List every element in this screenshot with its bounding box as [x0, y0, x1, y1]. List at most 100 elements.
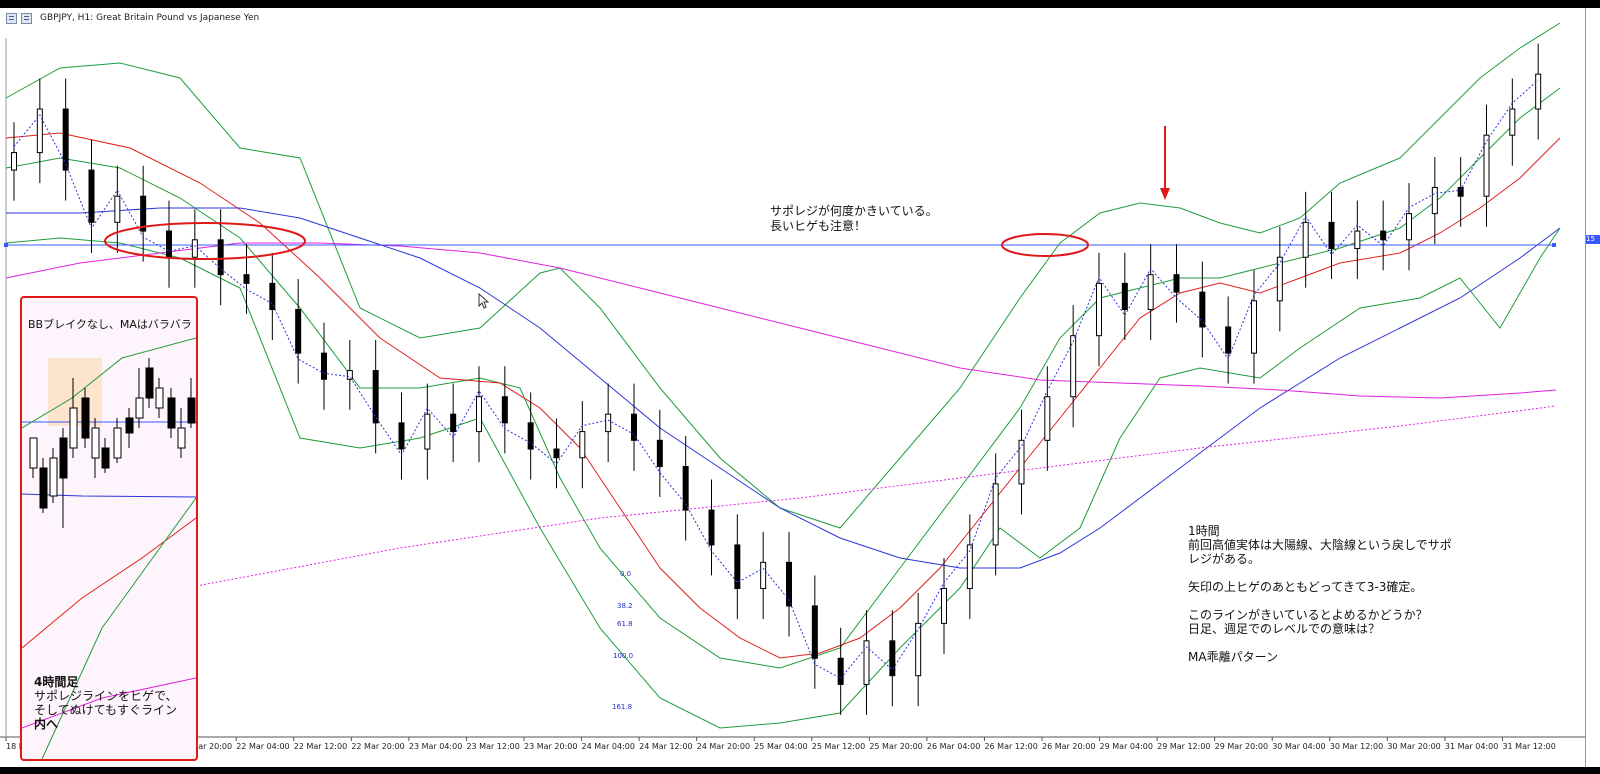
chart-window-icon[interactable]: [6, 12, 17, 24]
candle-body: [1380, 230, 1387, 241]
time-axis-tick-label: 24 Mar 04:00: [582, 742, 635, 751]
candle-body: [217, 239, 224, 276]
candle-body: [398, 422, 405, 450]
inset-candle-body: [187, 397, 196, 424]
h4-inset-panel: BBブレイクなし、MAはバラバラ 4時間足 サポレジラインをヒゲで、 そしてぬけ…: [20, 296, 198, 761]
candle-body: [708, 509, 715, 546]
bollinger-middle-line: [5, 87, 1561, 669]
candle-body: [424, 413, 431, 450]
time-axis-tick-label: 26 Mar 04:00: [927, 742, 980, 751]
inset-note-line-4: 内へ: [34, 717, 59, 731]
time-axis-tick-label: 25 Mar 20:00: [869, 742, 922, 751]
inset-candle-body: [155, 387, 164, 409]
fib-label-38: 38.2: [617, 602, 633, 610]
chart-properties-icon[interactable]: [21, 12, 32, 24]
candle-body: [1509, 108, 1516, 136]
inset-label: BBブレイクなし、MAはバラバラ: [28, 318, 192, 331]
time-axis-tick-label: 22 Mar 04:00: [236, 742, 289, 751]
candle-body: [1199, 291, 1206, 328]
inset-candle-body: [39, 467, 48, 509]
time-axis-tick-label: 26 Mar 12:00: [984, 742, 1037, 751]
inset-candle-body: [69, 407, 78, 449]
time-axis-tick-label: 22 Mar 20:00: [351, 742, 404, 751]
sr-annotation-line-2: 長いヒゲも注意！: [770, 219, 867, 233]
analysis-note-line-2: 前回高値実体は大陽線、大陰線という戻しでサポ: [1188, 538, 1452, 552]
moving-average-red: [5, 132, 1561, 659]
analysis-note: 1時間 前回高値実体は大陽線、大陰線という戻しでサポ レジがある。 矢印の上ヒゲ…: [1188, 524, 1488, 664]
candle-body: [346, 370, 353, 380]
candle-body: [372, 370, 379, 424]
time-axis-tick-label: 29 Mar 12:00: [1157, 742, 1210, 751]
analysis-note-line-4: 矢印の上ヒゲのあともどってきて3-3確定。: [1188, 580, 1423, 594]
chart-window[interactable]: 18 Mar 202419 Mar 04:0019 Mar 12:0019 Ma…: [0, 8, 1600, 767]
inset-note-line-3: そしてぬけてもすぐライン: [34, 703, 178, 717]
candle-body: [527, 422, 534, 450]
time-axis-tick-label: 30 Mar 12:00: [1330, 742, 1383, 751]
fib-label-61: 61.8: [617, 620, 633, 628]
candle-body: [682, 465, 689, 511]
candle-body: [837, 657, 844, 685]
candle-body: [140, 195, 147, 232]
candle-body: [11, 152, 17, 171]
inset-candle-body: [91, 427, 100, 459]
candle-body: [295, 309, 302, 354]
analysis-note-line-5: このラインがきいているとよめるかどうか？: [1188, 608, 1428, 622]
candle-body: [62, 108, 69, 171]
bollinger-upper-line: [5, 22, 1561, 529]
price-chart[interactable]: 18 Mar 202419 Mar 04:0019 Mar 12:0019 Ma…: [0, 8, 1600, 767]
sr-annotation-line-1: サポレジが何度かきいている。: [770, 204, 938, 218]
time-axis-tick-label: 23 Mar 20:00: [524, 742, 577, 751]
candle-body: [889, 640, 896, 677]
candle-body: [1251, 300, 1257, 354]
candle-body: [476, 396, 482, 433]
highlight-ellipse-left: [104, 222, 306, 260]
moving-average-magenta: [5, 242, 1557, 399]
candle-body: [863, 640, 870, 685]
candle-body: [1018, 439, 1025, 485]
candle-body: [1276, 256, 1283, 302]
inset-candle-body: [101, 447, 110, 469]
time-axis-tick-label: 24 Mar 20:00: [697, 742, 750, 751]
signal-dashed-line: [13, 79, 1539, 680]
inset-candle-body: [177, 427, 186, 449]
analysis-note-line-3: レジがある。: [1188, 552, 1261, 566]
candle-body: [1406, 213, 1412, 241]
candle-body: [166, 230, 172, 258]
candle-body: [631, 413, 637, 441]
candle-body: [1535, 73, 1542, 110]
time-axis-tick-label: 30 Mar 20:00: [1387, 742, 1440, 751]
candle-body: [1483, 134, 1490, 197]
candle-body: [1225, 326, 1232, 354]
candle-body: [269, 282, 276, 311]
bollinger-lower-line: [5, 227, 1561, 729]
candle-body: [321, 352, 327, 380]
candle-body: [966, 544, 973, 590]
analysis-note-line-1: 1時間: [1188, 524, 1220, 538]
horizontal-level-price-tag: 15: [1586, 235, 1600, 244]
candle-body: [734, 544, 741, 590]
analysis-note-line-6: 日足、週足でのレベルでの意味は？: [1188, 622, 1381, 636]
price-scale[interactable]: [1585, 8, 1600, 767]
candle-body: [941, 588, 947, 624]
inset-ma-red: [22, 517, 196, 649]
time-axis-tick-label: 29 Mar 20:00: [1215, 742, 1268, 751]
highlight-ellipse-right: [1001, 233, 1089, 257]
h4-inset-chart: [22, 337, 196, 759]
candle-body: [656, 439, 663, 467]
candle-body: [1457, 186, 1464, 197]
candle-body: [1328, 221, 1335, 250]
candle-body: [579, 431, 586, 459]
candle-body: [1302, 221, 1309, 258]
inset-note-line-2: サポレジラインをヒゲで、: [34, 689, 178, 703]
red-arrow-head: [1160, 188, 1170, 200]
candle-body: [88, 169, 95, 223]
time-axis-tick-label: 25 Mar 12:00: [812, 742, 865, 751]
chart-title: GBPJPY, H1: Great Britain Pound vs Japan…: [40, 13, 260, 23]
inset-bollinger-upper: [22, 337, 196, 429]
fib-label-161: 161.8: [612, 703, 633, 711]
fib-label-100: 100.0: [613, 652, 634, 660]
time-axis-tick-label: 24 Mar 12:00: [639, 742, 692, 751]
inset-candle-body: [145, 367, 154, 399]
candle-body: [36, 108, 43, 154]
candle-body: [553, 448, 560, 459]
